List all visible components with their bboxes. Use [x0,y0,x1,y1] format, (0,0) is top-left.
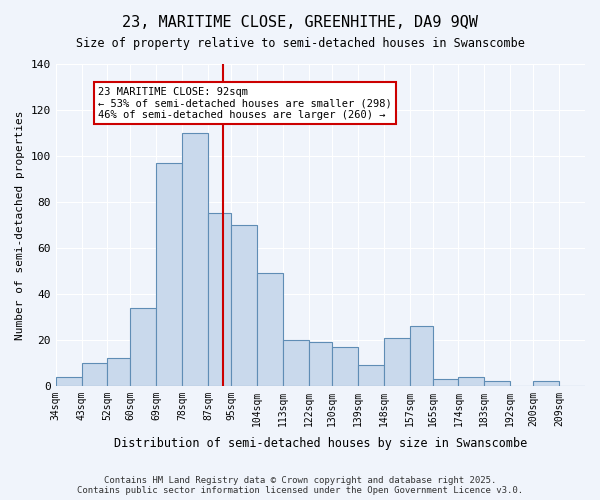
Text: 23, MARITIME CLOSE, GREENHITHE, DA9 9QW: 23, MARITIME CLOSE, GREENHITHE, DA9 9QW [122,15,478,30]
Text: Size of property relative to semi-detached houses in Swanscombe: Size of property relative to semi-detach… [76,38,524,51]
Bar [383,338,410,386]
Bar [283,340,309,386]
Bar [107,358,130,386]
Text: Contains HM Land Registry data © Crown copyright and database right 2025.
Contai: Contains HM Land Registry data © Crown c… [77,476,523,495]
Bar [231,225,257,386]
Bar [309,342,332,386]
Bar [533,381,559,386]
Bar [56,376,82,386]
Bar [257,273,283,386]
Bar [458,376,484,386]
Bar [484,381,510,386]
Bar [82,363,107,386]
Bar [130,308,157,386]
Bar [433,379,458,386]
Bar [410,326,433,386]
Bar [157,163,182,386]
Y-axis label: Number of semi-detached properties: Number of semi-detached properties [15,110,25,340]
X-axis label: Distribution of semi-detached houses by size in Swanscombe: Distribution of semi-detached houses by … [114,437,527,450]
Bar [182,133,208,386]
Bar [332,346,358,386]
Text: 23 MARITIME CLOSE: 92sqm
← 53% of semi-detached houses are smaller (298)
46% of : 23 MARITIME CLOSE: 92sqm ← 53% of semi-d… [98,86,392,120]
Bar [358,365,383,386]
Bar [208,214,231,386]
